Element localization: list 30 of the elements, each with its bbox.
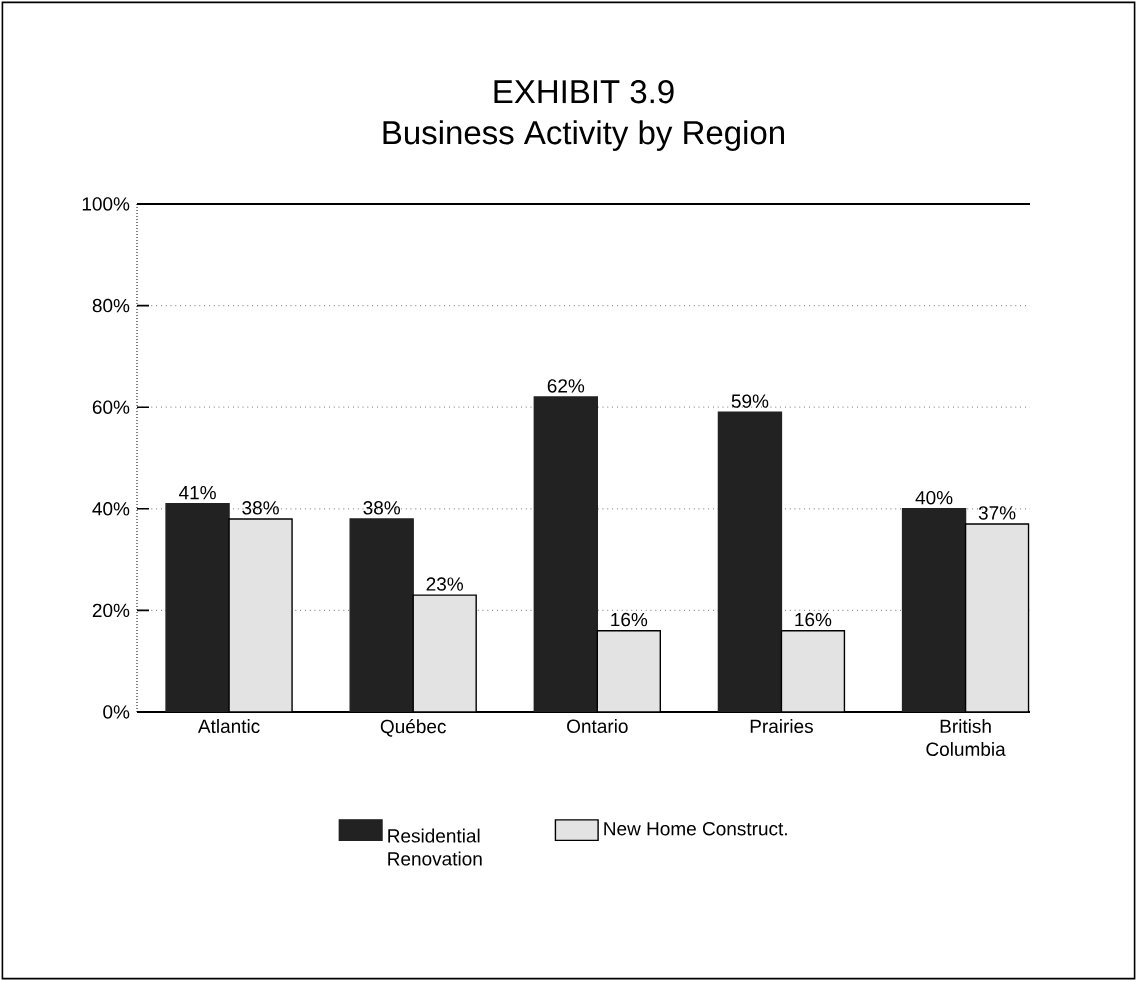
data-label: 62% [547,379,585,393]
chart-title: EXHIBIT 3.9 [494,80,674,104]
bar [964,523,1030,712]
data-label: 59% [731,394,769,408]
data-label: 40% [915,490,953,505]
x-tick-label: Prairies [750,719,813,734]
chart-subtitle: Business Activity by Region [383,120,784,151]
bar [228,518,293,712]
data-label: 37% [978,506,1016,520]
bar [780,630,846,712]
y-tick-label: 100% [82,197,130,211]
x-tick-label: British Columbia [926,719,1006,757]
data-label: 38% [363,501,401,515]
y-tick-label: 40% [92,502,130,516]
data-label: 41% [178,486,216,500]
data-label: 38% [242,501,279,515]
x-tick-label: Atlantic [197,719,260,734]
x-tick-label: Ontario [567,719,628,734]
x-tick-label: Québec [380,719,446,737]
legend-label: Residential Renovation [388,828,482,866]
data-label: 23% [426,577,464,591]
data-label: 16% [611,612,648,627]
y-tick-label: 0% [103,705,130,719]
bar [412,594,477,712]
bar [596,630,662,712]
legend-label: New Home Construct. [604,821,787,836]
y-tick-label: 20% [92,603,130,618]
y-tick-label: 60% [92,400,130,414]
y-tick-label: 80% [92,298,130,313]
data-label: 16% [795,612,832,627]
